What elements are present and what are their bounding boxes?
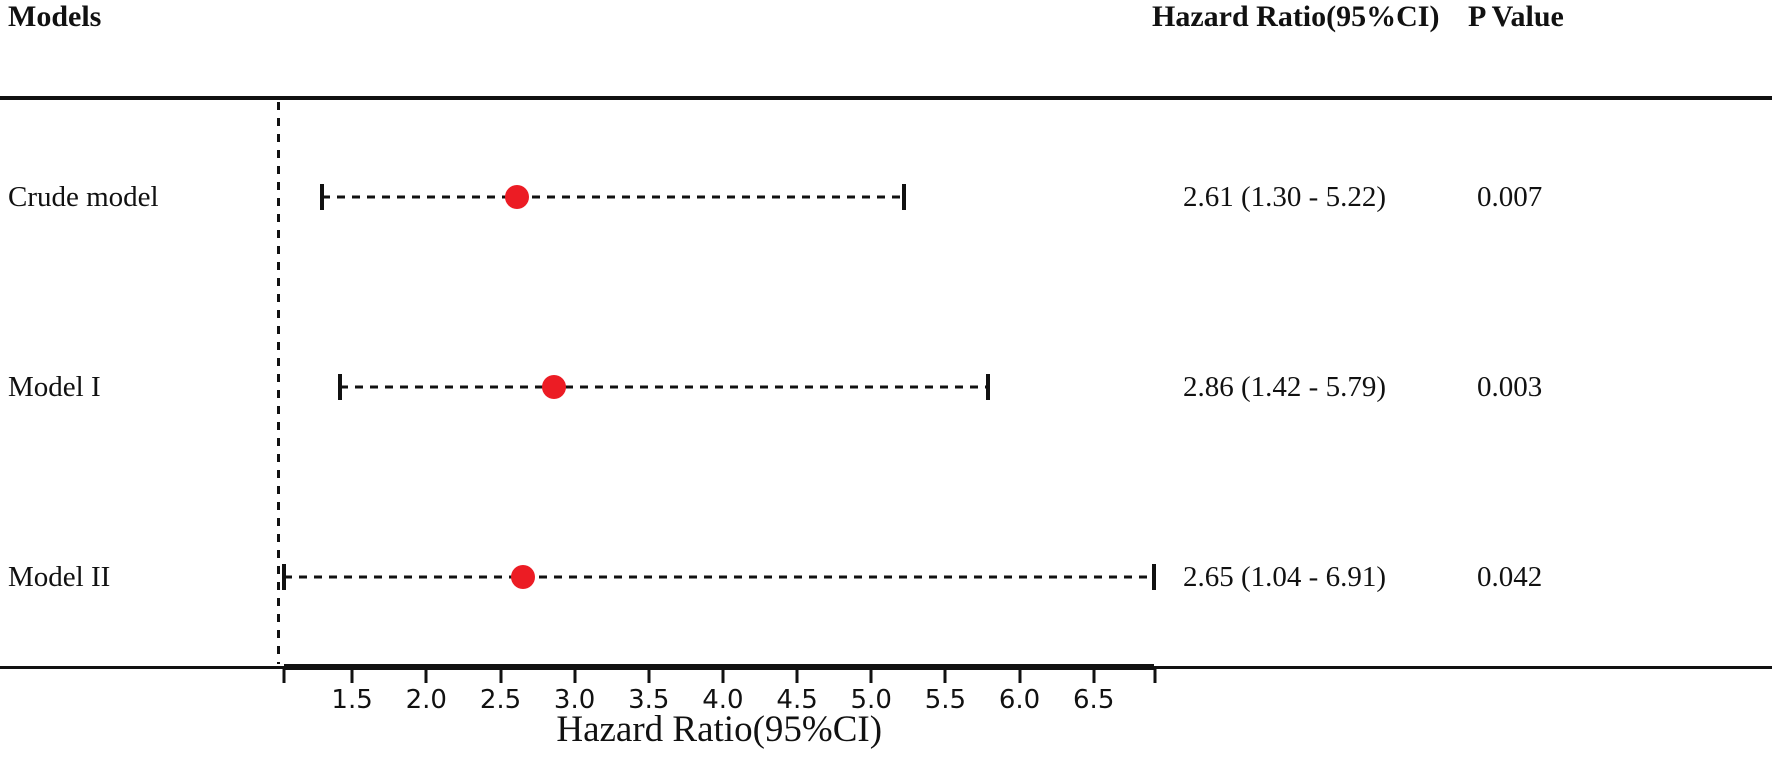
x-tick-label: 6.5: [1073, 685, 1115, 715]
x-tick-label: 6.0: [998, 685, 1041, 715]
column-header-models: Models: [8, 0, 102, 33]
x-tick-label: 1.5: [331, 685, 373, 715]
x-tick-label: 4.5: [776, 685, 818, 715]
ci-cap-high: [1152, 564, 1157, 590]
hr-ci-value: 2.61 (1.30 - 5.22): [1183, 181, 1386, 213]
axis-end-tick-right: [1153, 668, 1156, 683]
x-axis-title: Hazard Ratio(95%CI): [556, 709, 883, 750]
column-header-p-value: P Value: [1468, 0, 1564, 33]
x-tick-label: 5.0: [850, 685, 892, 715]
ci-line: [283, 575, 1155, 579]
ci-line: [340, 385, 989, 389]
x-tick: [350, 668, 354, 683]
x-tick: [1018, 668, 1021, 683]
p-value: 0.042: [1477, 561, 1543, 593]
hr-ci-value: 2.86 (1.42 - 5.79): [1183, 371, 1386, 403]
x-tick: [647, 668, 651, 683]
x-tick-label: 2.0: [405, 685, 447, 715]
hr-point-marker: [504, 185, 529, 209]
x-tick: [869, 668, 873, 683]
x-tick: [424, 668, 428, 683]
x-tick: [499, 668, 502, 683]
x-tick: [1092, 668, 1096, 683]
top-rule: [0, 96, 1772, 100]
x-tick-label: 5.5: [924, 685, 967, 715]
hr-point-marker: [510, 565, 535, 589]
hr-ci-value: 2.65 (1.04 - 6.91): [1183, 561, 1386, 593]
column-header-hazard-ratio: Hazard Ratio(95%CI): [1152, 0, 1440, 33]
row-label: Crude model: [8, 181, 159, 213]
ci-cap-low: [281, 564, 286, 590]
x-tick-label: 3.0: [553, 685, 596, 715]
ci-cap-high: [901, 184, 906, 210]
x-tick-label: 3.5: [628, 685, 670, 715]
x-tick-label: 2.5: [479, 685, 522, 715]
ci-cap-high: [986, 374, 991, 400]
ci-cap-low: [320, 184, 325, 210]
axis-end-tick-left: [282, 668, 286, 683]
row-label: Model II: [8, 561, 111, 593]
x-tick-label: 4.0: [702, 685, 744, 715]
ci-line: [322, 195, 904, 199]
reference-line-hr1: [276, 102, 280, 664]
hr-point-marker: [541, 375, 566, 399]
x-tick: [795, 668, 799, 683]
x-tick: [721, 668, 725, 683]
x-tick: [943, 668, 947, 683]
ci-cap-low: [338, 374, 343, 400]
x-tick: [573, 668, 577, 683]
x-axis-line: [283, 664, 1155, 670]
p-value: 0.007: [1477, 181, 1543, 213]
p-value: 0.003: [1477, 371, 1543, 403]
row-label: Model I: [8, 371, 101, 403]
